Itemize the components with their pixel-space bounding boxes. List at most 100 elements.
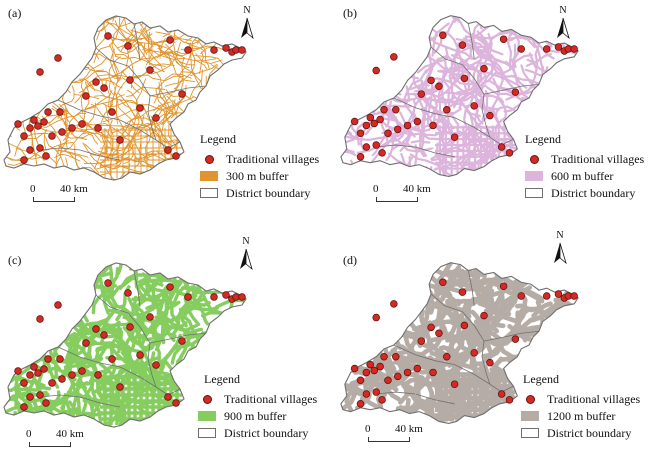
buffer-segment <box>431 22 450 57</box>
buffer-segment <box>111 22 132 58</box>
buffer-segment <box>423 107 444 137</box>
buffer-segment <box>437 64 468 73</box>
village-point <box>378 149 386 157</box>
village-point <box>146 66 154 74</box>
village-point <box>384 376 392 385</box>
village-point <box>417 337 426 345</box>
buffer-segment <box>407 15 437 33</box>
buffer-segment <box>14 377 19 409</box>
buffer-segment <box>108 80 115 96</box>
buffer-segment <box>418 108 427 158</box>
buffer-segment <box>488 290 506 332</box>
buffer-segment <box>175 57 217 62</box>
panel-label: (b) <box>343 6 357 20</box>
district-line <box>39 394 121 408</box>
village-point <box>116 383 124 391</box>
buffer-segment <box>146 38 192 54</box>
village-point <box>511 88 520 96</box>
district-line <box>430 46 485 95</box>
buffer-segment <box>477 308 493 350</box>
buffer-segment <box>520 293 568 330</box>
buffer-segment <box>470 32 483 58</box>
village-point <box>178 337 186 345</box>
village-point <box>100 331 108 339</box>
district-line <box>95 294 151 344</box>
buffer-segment <box>84 90 113 110</box>
legend-title: Legend <box>525 132 561 146</box>
buffer-segment <box>398 72 420 80</box>
village-point <box>460 74 469 83</box>
buffer-segment <box>416 55 445 74</box>
village-point <box>435 329 443 337</box>
buffer-segment <box>15 385 52 392</box>
buffer-segment <box>89 154 138 166</box>
village-point <box>124 289 132 297</box>
district-line <box>147 95 157 141</box>
scale-bar: 0 40 km <box>30 183 110 205</box>
buffer-segment <box>512 75 542 86</box>
village-point <box>36 144 44 152</box>
buffer-segment <box>531 301 553 318</box>
buffer-segment <box>476 61 515 78</box>
buffer-segment <box>532 15 553 41</box>
village-point <box>486 358 494 367</box>
buffer-segment <box>109 315 154 328</box>
village-point <box>30 363 38 371</box>
legend-buffer: 900 m buffer <box>224 408 287 423</box>
buffer-segment <box>195 53 223 64</box>
village-point <box>470 349 478 357</box>
village-point <box>362 368 371 377</box>
buffer-segment <box>498 262 536 283</box>
buffer-segment <box>134 289 170 339</box>
buffer-segment <box>102 108 143 123</box>
buffer-segment <box>469 41 474 60</box>
legend-villages: Traditional villages <box>551 151 645 166</box>
village-point <box>82 339 90 347</box>
buffer-segment <box>164 78 184 87</box>
buffer-segment <box>175 302 198 320</box>
buffer-segment <box>410 374 433 416</box>
village-point <box>164 393 172 401</box>
buffer-segment <box>427 352 444 376</box>
village-point <box>392 353 400 361</box>
village-point <box>554 43 563 51</box>
buffer-segment <box>515 303 542 313</box>
buffer-swatch <box>198 410 216 421</box>
buffer-segment <box>109 163 128 180</box>
buffer-segment <box>161 57 196 99</box>
village-point <box>20 379 28 387</box>
buffer-segment <box>191 36 208 70</box>
village-point <box>570 292 578 300</box>
buffer-segment <box>193 331 219 375</box>
buffer-segment <box>156 311 188 329</box>
village-point <box>497 143 506 151</box>
village-point <box>390 53 398 61</box>
buffer-segment <box>155 31 206 53</box>
buffer-segment <box>134 305 160 339</box>
buffer-segment <box>78 78 96 91</box>
village-point <box>403 121 412 130</box>
buffer-segment <box>534 44 540 66</box>
buffer-segment <box>409 99 417 125</box>
village-point <box>92 325 100 333</box>
village-point <box>42 399 50 407</box>
buffer-segment <box>189 69 203 99</box>
buffer-segment <box>181 286 216 295</box>
buffer-segment <box>443 279 495 294</box>
buffer-segment <box>447 269 464 289</box>
district-line <box>133 23 141 61</box>
buffer-segment <box>118 273 161 290</box>
village-point <box>152 361 160 369</box>
north-arrow-icon: N <box>237 6 257 40</box>
village-point <box>511 335 520 343</box>
village-point <box>126 323 134 331</box>
village-point <box>172 152 180 160</box>
village-point <box>166 36 174 44</box>
village-point <box>356 376 365 385</box>
buffer-segment <box>82 131 101 142</box>
buffer-segment <box>116 143 135 158</box>
buffer-swatch <box>521 410 539 421</box>
buffer-segment <box>109 86 116 112</box>
village-point <box>499 35 508 43</box>
village-point <box>384 129 392 138</box>
